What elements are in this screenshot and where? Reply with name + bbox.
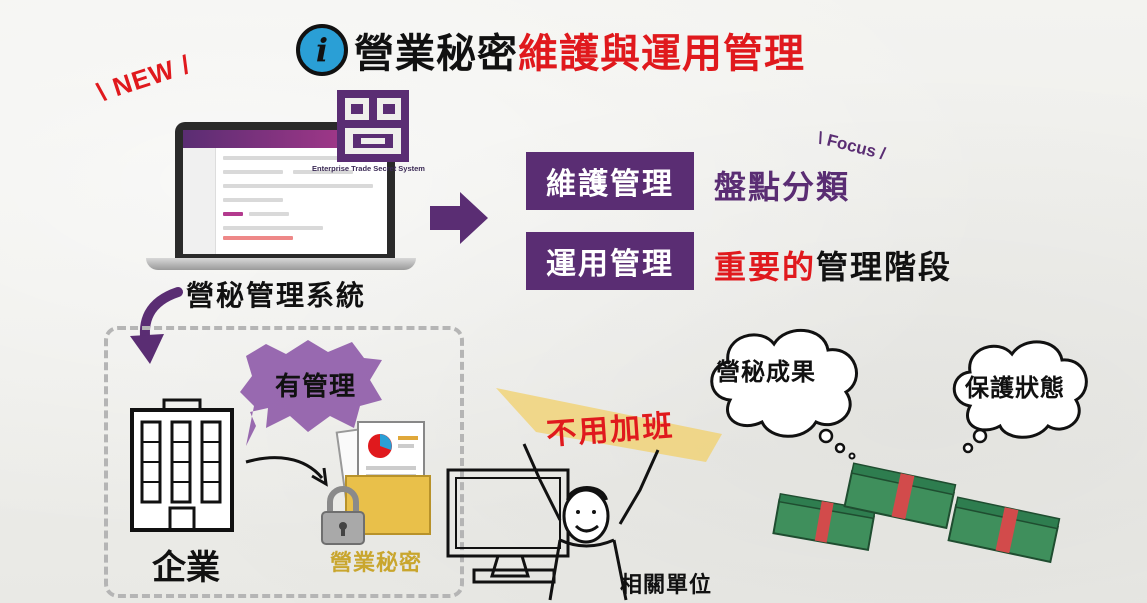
maintenance-text: 盤點分類 xyxy=(714,168,851,206)
title-part-red: 維護與運用管理 xyxy=(518,31,805,77)
cloud-results-text: 營秘成果 xyxy=(716,358,816,386)
money-stack-icon xyxy=(947,496,1061,564)
arrow-down-icon xyxy=(130,287,183,364)
laptop-base xyxy=(146,258,416,270)
ets-logo-icon xyxy=(337,90,409,162)
application-pill: 運用管理 xyxy=(526,232,694,290)
cloud-protection-text: 保護狀態 xyxy=(965,374,1065,402)
arrow-right-icon xyxy=(430,192,488,244)
speech-burst-icon xyxy=(240,340,382,446)
enterprise-group-box xyxy=(104,326,464,598)
company-label: 企業 xyxy=(152,548,220,588)
arrow-curve-icon xyxy=(245,456,328,487)
page-title: i 營業秘密 維護與運用管理 xyxy=(296,22,805,78)
building-icon xyxy=(130,398,234,532)
title-part-black: 營業秘密 xyxy=(354,31,518,77)
thought-cloud-icon xyxy=(710,329,858,460)
logo-caption: Enterprise Trade Secret System xyxy=(312,164,425,173)
secret-label: 營業秘密 xyxy=(330,551,423,576)
system-label: 營秘管理系統 xyxy=(186,279,367,312)
application-text-black: 管理階段 xyxy=(816,248,953,286)
application-text: 重要的管理階段 xyxy=(714,242,952,288)
person-icon xyxy=(522,443,660,601)
info-icon: i xyxy=(296,24,348,76)
spotlight-shape xyxy=(496,388,722,462)
money-stack-icon xyxy=(772,492,876,552)
maintenance-pill: 維護管理 xyxy=(526,152,694,210)
padlock-icon xyxy=(321,486,365,545)
money-stack-icon xyxy=(843,462,957,530)
thought-cloud-icon xyxy=(952,340,1088,454)
system-screenshot xyxy=(183,130,387,254)
managed-bubble-text: 有管理 xyxy=(275,372,357,402)
department-label: 相關單位 xyxy=(620,573,713,598)
application-text-red: 重要的 xyxy=(714,248,817,286)
